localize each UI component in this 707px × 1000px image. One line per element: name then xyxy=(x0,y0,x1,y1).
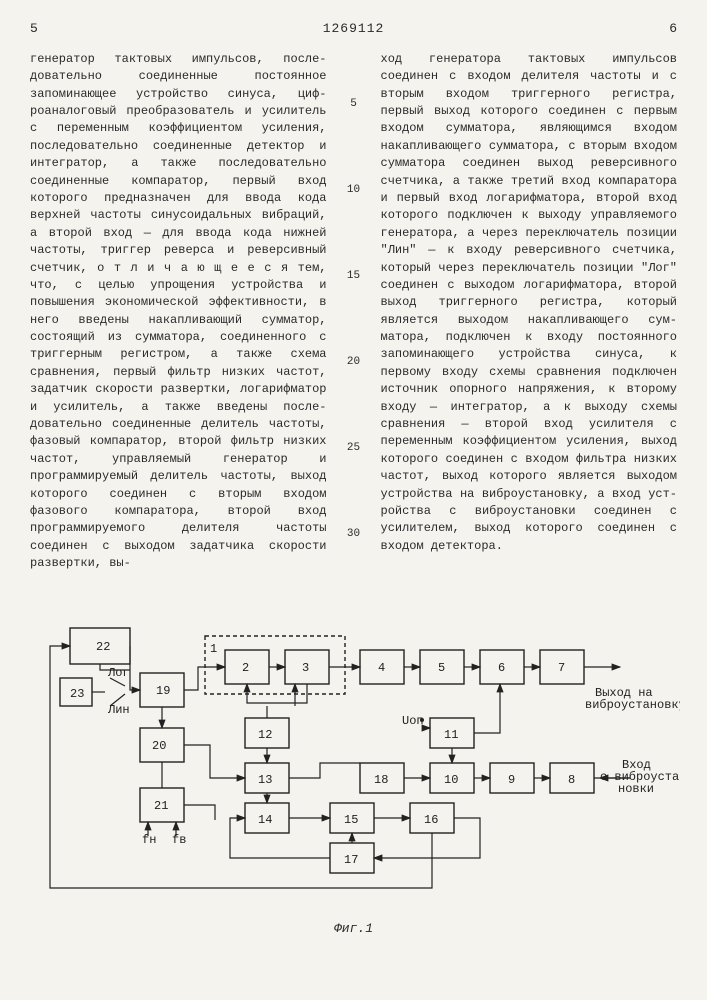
box-5: 5 xyxy=(438,661,445,675)
page-num-left: 5 xyxy=(30,20,50,39)
line-num: 5 xyxy=(350,97,357,113)
box-8: 8 xyxy=(568,773,575,787)
text-columns: генератор тактовых импульсов, после­дова… xyxy=(30,51,677,573)
box-6: 6 xyxy=(498,661,505,675)
column-right: ход генератора тактовых импульсов соедин… xyxy=(381,51,678,573)
box-11: 11 xyxy=(444,728,458,742)
box-4: 4 xyxy=(378,661,385,675)
line-num: 15 xyxy=(347,269,360,285)
doc-number: 1269112 xyxy=(50,20,657,39)
line-num: 25 xyxy=(347,441,360,457)
line-number-gutter: 5 10 15 20 25 30 xyxy=(345,51,363,573)
line-num: 30 xyxy=(347,527,360,543)
box-20: 20 xyxy=(152,739,166,753)
page-num-right: 6 xyxy=(657,20,677,39)
label-output: Выход на виброустановку xyxy=(585,686,680,712)
figure-caption: Фиг.1 xyxy=(30,920,677,939)
box-12: 12 xyxy=(258,728,272,742)
box-9: 9 xyxy=(508,773,515,787)
box-19: 19 xyxy=(156,684,170,698)
box-23: 23 xyxy=(70,687,84,701)
column-left: генератор тактовых импульсов, после­дова… xyxy=(30,51,327,573)
box-13: 13 xyxy=(258,773,272,787)
label-input: Вход с виброуста- новки xyxy=(600,758,680,796)
box-7: 7 xyxy=(558,661,565,675)
box-10: 10 xyxy=(444,773,458,787)
diagram-svg: 22 23 Лог Лин 19 1 2 3 4 5 6 7 20 12 13 … xyxy=(30,598,680,908)
page-header: 5 1269112 6 xyxy=(30,20,677,39)
box-17: 17 xyxy=(344,853,358,867)
box-1: 1 xyxy=(210,642,217,656)
label-fn: fн xyxy=(142,833,156,847)
box-22: 22 xyxy=(96,640,110,654)
box-14: 14 xyxy=(258,813,272,827)
block-diagram: 22 23 Лог Лин 19 1 2 3 4 5 6 7 20 12 13 … xyxy=(30,598,677,939)
line-num: 10 xyxy=(347,183,360,199)
box-15: 15 xyxy=(344,813,358,827)
line-num: 20 xyxy=(347,355,360,371)
box-3: 3 xyxy=(302,661,309,675)
box-2: 2 xyxy=(242,661,249,675)
box-16: 16 xyxy=(424,813,438,827)
label-fv: fв xyxy=(172,833,186,847)
box-21: 21 xyxy=(154,799,168,813)
box-18: 18 xyxy=(374,773,388,787)
